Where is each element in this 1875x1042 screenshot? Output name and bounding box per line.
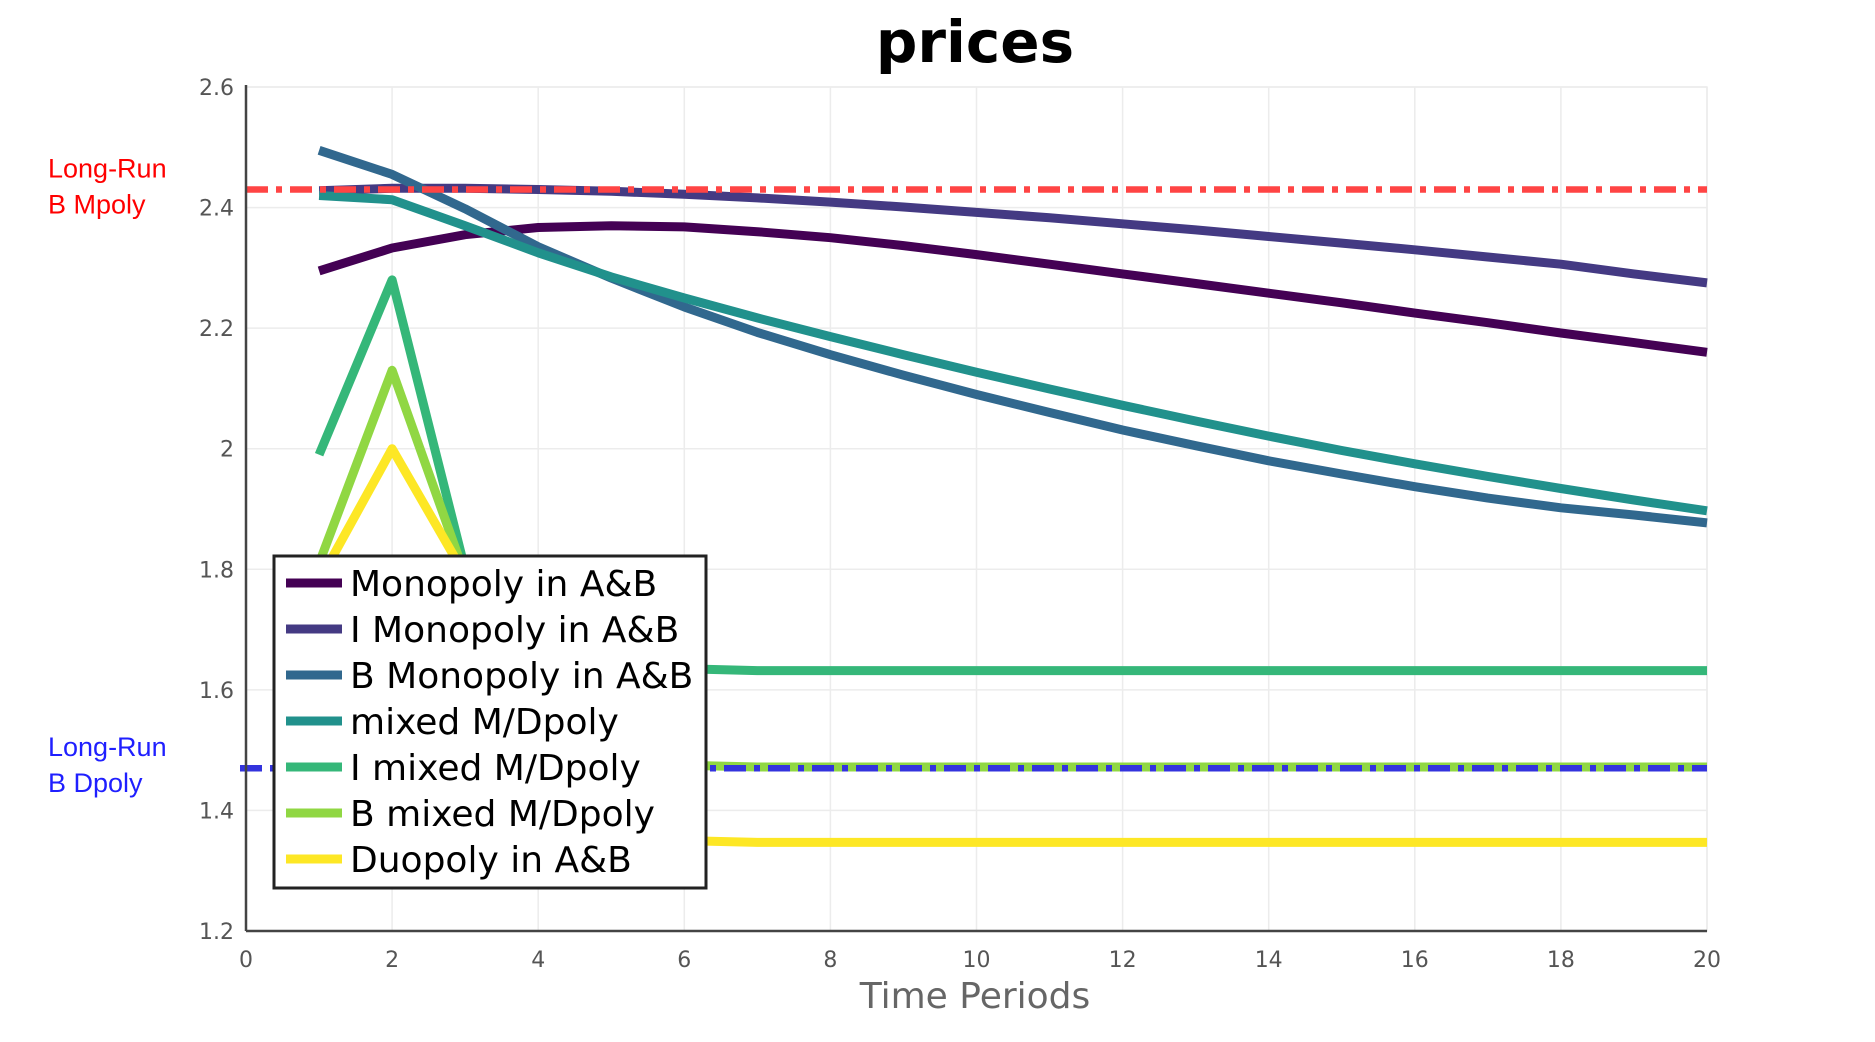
reference-lines <box>240 186 1707 772</box>
series-line-3 <box>317 146 1708 528</box>
legend-label-2: I Monopoly in A&B <box>350 610 679 651</box>
x-tick-label: 8 <box>823 948 837 973</box>
reference-labels: Long-Run B Mpoly Long-Run B Dpoly <box>48 153 167 798</box>
y-tick-label: 2.4 <box>199 197 234 222</box>
y-tick-label: 1.6 <box>199 679 234 704</box>
reference-label-1-line-1: Long-Run <box>48 153 167 183</box>
x-tick-label: 14 <box>1255 948 1283 973</box>
x-tick-label: 0 <box>239 948 253 973</box>
legend-label-7: Duopoly in A&B <box>350 840 632 881</box>
y-tick-label: 1.8 <box>199 558 234 583</box>
legend-label-1: Monopoly in A&B <box>350 564 657 605</box>
x-tick-label: 10 <box>963 948 991 973</box>
x-tick-label: 2 <box>385 948 399 973</box>
y-tick-label: 2.2 <box>199 317 234 342</box>
y-tick-label: 1.4 <box>199 799 234 824</box>
y-tick-label: 2.6 <box>199 76 234 101</box>
x-tick-label: 16 <box>1401 948 1429 973</box>
x-tick-label: 4 <box>531 948 545 973</box>
legend-label-3: B Monopoly in A&B <box>350 656 693 697</box>
reference-label-2-line-1: Long-Run <box>48 732 167 762</box>
series-line-1 <box>317 221 1708 357</box>
x-tick-label: 18 <box>1547 948 1575 973</box>
reference-label-2-line-2: B Dpoly <box>48 768 143 798</box>
x-tick-label: 6 <box>677 948 691 973</box>
axes: 0 2 4 6 8 10 12 14 16 18 20 1.2 1.4 1.6 1.8 2 2.2 2.4 2.6 <box>199 76 1721 973</box>
reference-label-1-line-2: B Mpoly <box>48 189 146 219</box>
legend-box <box>272 554 708 890</box>
legend-label-4: mixed M/Dpoly <box>350 702 619 743</box>
x-axis-label: Time Periods <box>859 976 1091 1017</box>
series-line-2 <box>318 183 1708 288</box>
legend-label-5: I mixed M/Dpoly <box>350 748 641 789</box>
y-tick-label: 1.2 <box>199 920 234 945</box>
y-tick-label: 2 <box>220 438 234 463</box>
legend: Monopoly in A&B I Monopoly in A&B B Monopo… <box>272 554 708 890</box>
chart-title: prices <box>876 8 1074 76</box>
x-tick-label: 12 <box>1109 948 1137 973</box>
series-line-4 <box>318 191 1708 516</box>
legend-label-6: B mixed M/Dpoly <box>350 794 655 835</box>
x-tick-label: 20 <box>1693 948 1721 973</box>
